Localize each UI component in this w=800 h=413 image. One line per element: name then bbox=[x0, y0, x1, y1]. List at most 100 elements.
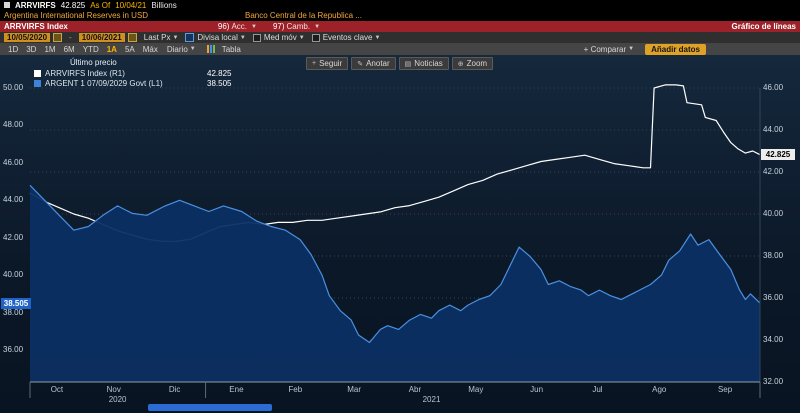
chevron-down-icon: ▼ bbox=[239, 34, 246, 41]
unit-label: Billions bbox=[151, 0, 177, 10]
chart-legend: Último precio ARRVIRFS Index (R1) 42.825 A… bbox=[34, 58, 231, 88]
ticker-last-value: 42.825 bbox=[60, 0, 86, 10]
left-axis-tick: 38.00 bbox=[3, 307, 24, 317]
as-of-date: 10/04/21 bbox=[115, 0, 147, 10]
month-label-Dic: Dic bbox=[168, 385, 181, 394]
bond-area bbox=[30, 185, 760, 382]
actions-menu[interactable]: 96) Acc. ▼ bbox=[218, 22, 257, 31]
legend-swatch bbox=[34, 69, 41, 77]
right-axis-tick: 42.00 bbox=[763, 167, 784, 176]
chart-plot bbox=[29, 84, 761, 398]
legend-arrvirfs-label: ARRVIRFS Index (R1) bbox=[45, 68, 125, 78]
currency-value: Divisa local bbox=[197, 33, 238, 42]
frequency-value: Diario bbox=[166, 44, 188, 54]
right-axis-tick: 38.00 bbox=[763, 251, 784, 260]
edit-menu[interactable]: 97) Camb. ▼ bbox=[273, 22, 320, 31]
right-axis-tick: 40.00 bbox=[763, 209, 784, 218]
key-events-checkbox[interactable]: Eventos clave ▼ bbox=[311, 33, 381, 42]
news-button[interactable]: ▤ Noticias bbox=[398, 57, 449, 70]
key-events-label: Eventos clave bbox=[322, 33, 373, 42]
annotate-button-label: Anotar bbox=[366, 59, 390, 68]
left-axis-tick: 44.00 bbox=[3, 195, 24, 205]
currency-dropdown[interactable]: Divisa local ▼ bbox=[185, 33, 246, 42]
add-data-button[interactable]: Añadir datos bbox=[645, 43, 706, 55]
description-bar: Argentina International Reserves in USD … bbox=[0, 10, 800, 21]
period-3D[interactable]: 3D bbox=[26, 44, 37, 54]
compare-label: + Comparar bbox=[583, 44, 627, 54]
legend-swatch bbox=[34, 79, 41, 87]
horizontal-scrollbar[interactable] bbox=[148, 404, 272, 411]
left-axis-tick: 40.00 bbox=[3, 270, 24, 280]
magnifier-icon: ⊕ bbox=[457, 60, 464, 68]
left-axis-tick: 46.00 bbox=[3, 157, 24, 167]
chevron-down-icon: ▼ bbox=[172, 34, 179, 41]
settings-bar: 10/05/2020 - 10/06/2021 Last Px ▼ Divisa… bbox=[0, 32, 800, 43]
period-bar: 1D 3D 1M 6M YTD 1A 5A Máx Diario ▼ Tabla + Comp… bbox=[0, 43, 800, 55]
left-axis-tick: 50.00 bbox=[3, 83, 24, 92]
right-axis-tick: 32.00 bbox=[763, 377, 784, 386]
year-label-2020: 2020 bbox=[108, 395, 127, 404]
annotate-button[interactable]: ✎ Anotar bbox=[351, 57, 396, 70]
edit-menu-label: Camb. bbox=[286, 22, 311, 31]
security-issuer: Banco Central de la Republica ... bbox=[245, 11, 362, 20]
right-axis-tick: 44.00 bbox=[763, 125, 784, 134]
chevron-down-icon: ▼ bbox=[628, 46, 635, 52]
calendar-icon[interactable] bbox=[127, 33, 137, 42]
last-price-badge-reserves: 42.825 bbox=[761, 149, 795, 161]
month-label-Ago: Ago bbox=[652, 385, 667, 394]
moving-average-checkbox[interactable]: Med móv ▼ bbox=[252, 33, 305, 42]
period-5A[interactable]: 5A bbox=[124, 44, 135, 54]
frequency-dropdown[interactable]: Diario ▼ bbox=[163, 45, 200, 54]
pencil-icon: ✎ bbox=[357, 60, 364, 68]
compare-dropdown[interactable]: + Comparar ▼ bbox=[580, 45, 638, 54]
legend-argent-label: ARGENT 1 07/09/2029 Govt (L1) bbox=[45, 78, 163, 88]
period-YTD[interactable]: YTD bbox=[82, 44, 99, 54]
month-label-Jul: Jul bbox=[592, 385, 603, 394]
legend-rows: ARRVIRFS Index (R1) 42.825 ARGENT 1 07/09/… bbox=[34, 68, 231, 88]
date-from-input[interactable]: 10/05/2020 bbox=[4, 33, 51, 42]
month-label-Feb: Feb bbox=[288, 385, 303, 394]
period-1D[interactable]: 1D bbox=[8, 44, 19, 54]
track-button-label: Seguir bbox=[319, 59, 343, 68]
security-bar: ARRVIRFS Index 96) Acc. ▼ 97) Camb. ▼ Gr… bbox=[0, 21, 800, 32]
period-Máx[interactable]: Máx bbox=[142, 44, 158, 54]
chevron-down-icon: ▼ bbox=[374, 34, 381, 41]
table-button[interactable]: Tabla bbox=[218, 45, 245, 54]
zoom-button-label: Zoom bbox=[466, 59, 488, 68]
chevron-down-icon: ▼ bbox=[251, 23, 257, 30]
left-axis-tick: 42.00 bbox=[3, 232, 24, 242]
period-buttons: 1D 3D 1M 6M YTD 1A 5A Máx bbox=[4, 45, 162, 54]
month-label-Nov: Nov bbox=[106, 385, 121, 394]
table-button-label: Tabla bbox=[221, 44, 241, 54]
top-ticker-bar: ARRVIRFS 42.825 As Of 10/04/21 Billions bbox=[0, 0, 800, 10]
security-menus: 96) Acc. ▼ 97) Camb. ▼ bbox=[218, 22, 320, 31]
period-6M[interactable]: 6M bbox=[63, 44, 75, 54]
price-field-dropdown[interactable]: Last Px ▼ bbox=[144, 33, 179, 42]
as-of-label: As Of bbox=[90, 0, 111, 10]
security-ticker: ARRVIRFS Index bbox=[4, 22, 68, 31]
period-1M[interactable]: 1M bbox=[44, 44, 56, 54]
zoom-button[interactable]: ⊕ Zoom bbox=[451, 57, 494, 70]
crosshair-icon: + bbox=[312, 60, 317, 67]
security-description: Argentina International Reserves in USD bbox=[4, 11, 149, 20]
chart-type-icon[interactable] bbox=[206, 45, 215, 53]
checkbox-icon bbox=[252, 33, 261, 42]
legend-title: Último precio bbox=[70, 58, 117, 67]
period-1A[interactable]: 1A bbox=[106, 44, 117, 54]
legend-argent[interactable]: ARGENT 1 07/09/2029 Govt (L1) 38.505 bbox=[34, 78, 231, 88]
chart-panel: Último precio ARRVIRFS Index (R1) 42.825 A… bbox=[0, 55, 800, 413]
view-title: Gráfico de líneas bbox=[731, 22, 796, 31]
actions-menu-label: Acc. bbox=[231, 22, 247, 31]
legend-arrvirfs[interactable]: ARRVIRFS Index (R1) 42.825 bbox=[34, 68, 231, 78]
chevron-down-icon: ▼ bbox=[314, 23, 321, 30]
news-icon: ▤ bbox=[404, 60, 412, 68]
date-to-input[interactable]: 10/06/2021 bbox=[78, 33, 125, 42]
edit-menu-number: 97) bbox=[272, 22, 285, 31]
track-button[interactable]: + Seguir bbox=[306, 57, 349, 70]
bond-line bbox=[29, 184, 761, 344]
calendar-icon[interactable] bbox=[53, 33, 63, 42]
right-axis-tick: 46.00 bbox=[763, 83, 784, 92]
moving-average-label: Med móv bbox=[263, 33, 297, 42]
legend-arrvirfs-value: 42.825 bbox=[207, 68, 232, 78]
